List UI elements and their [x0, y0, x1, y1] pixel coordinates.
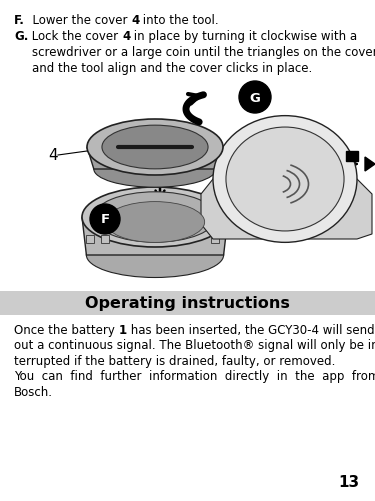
- Bar: [86, 235, 94, 243]
- Text: screwdriver or a large coin until the triangles on the cover: screwdriver or a large coin until the tr…: [32, 46, 375, 59]
- Text: You  can  find  further  information  directly  in  the  app  from: You can find further information directl…: [14, 370, 375, 383]
- Ellipse shape: [86, 233, 224, 278]
- Ellipse shape: [226, 128, 344, 231]
- Text: 13: 13: [338, 474, 359, 489]
- Ellipse shape: [94, 192, 216, 242]
- Text: 1: 1: [118, 323, 127, 336]
- Text: has been inserted, the GCY30-4 will send: has been inserted, the GCY30-4 will send: [127, 323, 374, 336]
- Text: Lock the cover: Lock the cover: [28, 30, 122, 43]
- Text: and the tool align and the cover clicks in place.: and the tool align and the cover clicks …: [32, 62, 312, 75]
- Text: Bosch.: Bosch.: [14, 385, 53, 398]
- Ellipse shape: [102, 126, 208, 169]
- Circle shape: [239, 82, 271, 114]
- Text: Lower the cover: Lower the cover: [25, 14, 131, 27]
- Polygon shape: [201, 180, 372, 239]
- Bar: [101, 235, 109, 243]
- Text: 4: 4: [48, 148, 58, 163]
- Text: F: F: [100, 213, 109, 226]
- Text: G.: G.: [14, 30, 28, 43]
- Bar: [0, 292, 375, 315]
- Ellipse shape: [105, 202, 205, 243]
- Bar: [211, 235, 219, 243]
- Text: Once the battery: Once the battery: [14, 323, 119, 336]
- Circle shape: [90, 204, 120, 234]
- Text: 4: 4: [122, 30, 130, 43]
- Ellipse shape: [87, 120, 223, 176]
- Text: in place by turning it clockwise with a: in place by turning it clockwise with a: [130, 30, 358, 43]
- Ellipse shape: [213, 116, 357, 243]
- Text: terrupted if the battery is drained, faulty, or removed.: terrupted if the battery is drained, fau…: [14, 354, 335, 367]
- Polygon shape: [82, 217, 228, 256]
- Text: Operating instructions: Operating instructions: [85, 296, 290, 311]
- Ellipse shape: [94, 151, 216, 188]
- FancyBboxPatch shape: [346, 152, 358, 162]
- Text: out a continuous signal. The Bluetooth® signal will only be in-: out a continuous signal. The Bluetooth® …: [14, 339, 375, 352]
- Polygon shape: [365, 158, 375, 172]
- Text: F.: F.: [14, 14, 25, 27]
- Text: 4: 4: [131, 14, 140, 27]
- Text: G: G: [250, 91, 260, 104]
- Ellipse shape: [82, 188, 228, 247]
- Polygon shape: [87, 148, 223, 170]
- Text: into the tool.: into the tool.: [140, 14, 219, 27]
